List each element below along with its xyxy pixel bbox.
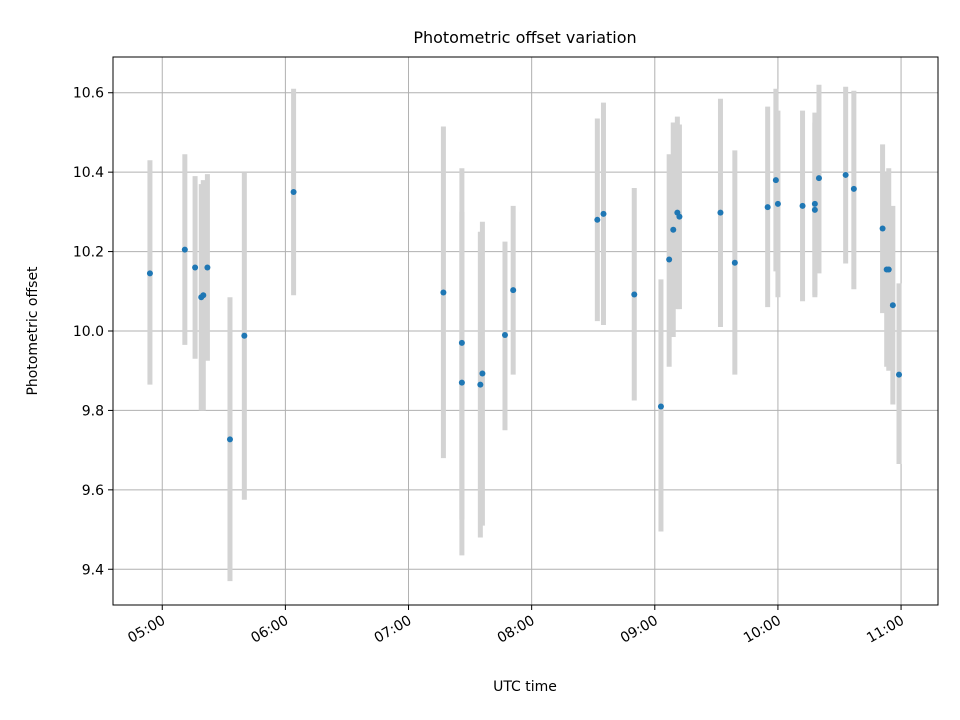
data-point-39	[896, 371, 903, 378]
data-point-6	[226, 436, 233, 443]
data-points	[146, 171, 903, 443]
data-point-7	[241, 332, 248, 339]
data-point-27	[772, 177, 779, 184]
data-point-5	[204, 264, 211, 271]
data-point-26	[764, 204, 771, 211]
data-point-11	[458, 339, 465, 346]
data-point-18	[631, 291, 638, 298]
data-point-8	[290, 189, 297, 196]
data-point-12	[477, 381, 484, 388]
y-tick-label: 10.0	[73, 324, 104, 340]
data-point-35	[879, 225, 886, 232]
data-point-16	[594, 216, 601, 223]
data-point-25	[731, 259, 738, 266]
data-point-29	[799, 202, 806, 209]
data-point-15	[510, 287, 517, 294]
y-tick-label: 9.4	[82, 562, 104, 578]
y-axis-label: Photometric offset	[25, 266, 41, 396]
data-point-31	[811, 200, 818, 207]
data-point-10	[458, 379, 465, 386]
data-point-9	[440, 289, 447, 296]
data-point-37	[885, 266, 892, 273]
data-point-19	[657, 403, 664, 410]
data-point-14	[501, 331, 508, 338]
y-tick-label: 10.6	[73, 86, 104, 102]
data-point-2	[192, 264, 199, 271]
y-tick-label: 9.8	[82, 403, 104, 419]
x-axis-label: UTC time	[493, 679, 557, 695]
data-point-34	[850, 185, 857, 192]
y-tick-label: 10.4	[73, 165, 104, 181]
data-point-24	[717, 209, 724, 216]
y-tick-label: 10.2	[73, 245, 104, 261]
data-point-17	[600, 210, 607, 217]
data-point-4	[200, 292, 207, 299]
data-point-33	[842, 171, 849, 178]
data-point-1	[181, 246, 188, 253]
grid-lines	[113, 57, 938, 605]
data-point-32	[815, 175, 822, 182]
data-point-21	[670, 226, 677, 233]
data-point-20	[666, 256, 673, 263]
data-point-28	[774, 200, 781, 207]
data-point-38	[889, 302, 896, 309]
data-point-13	[479, 370, 486, 377]
data-point-23	[676, 213, 683, 220]
data-point-0	[146, 270, 153, 277]
y-axis-ticks: 9.4 9.6 9.8 10.0 10.2 10.4 10.6	[73, 86, 113, 578]
chart-title: Photometric offset variation	[413, 28, 636, 47]
y-tick-label: 9.6	[82, 483, 104, 499]
data-point-30	[811, 206, 818, 213]
